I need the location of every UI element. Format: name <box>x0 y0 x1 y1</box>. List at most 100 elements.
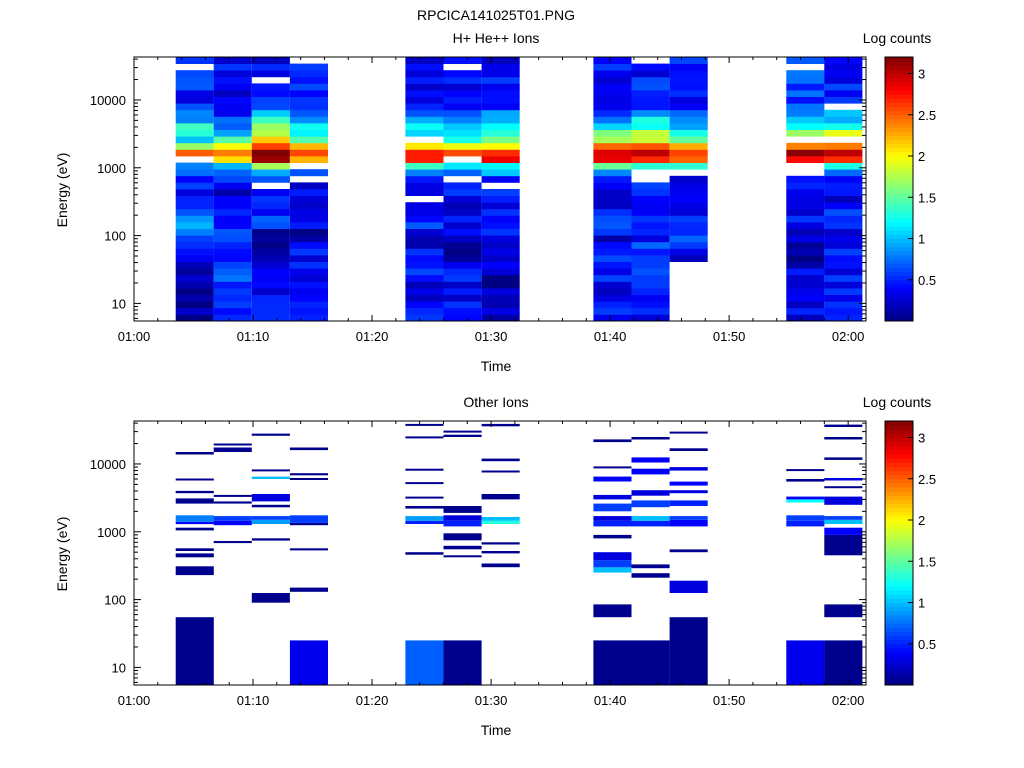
heatmap-cell <box>251 281 290 289</box>
heatmap-cell <box>786 96 825 104</box>
heatmap-cell <box>593 76 632 84</box>
x-tick-label: 02:00 <box>832 693 865 708</box>
heatmap-cell <box>631 63 670 71</box>
heatmap-cell <box>213 156 252 163</box>
heatmap-cell <box>786 241 825 249</box>
heatmap-cell <box>593 241 632 249</box>
heatmap-cell <box>669 162 708 170</box>
colorbar-tick-label: 2.5 <box>918 108 936 123</box>
heatmap-cell <box>824 301 863 309</box>
colorbar-label: Log counts <box>863 394 932 410</box>
colorbar-segment <box>885 242 913 248</box>
heatmap-cell <box>824 96 863 104</box>
heatmap-cell <box>251 175 290 183</box>
heatmap-cell <box>405 552 444 555</box>
heatmap-cell <box>213 274 252 282</box>
colorbar-segment <box>885 499 913 505</box>
heatmap-cell <box>175 490 214 494</box>
x-tick-label: 02:00 <box>832 329 865 344</box>
heatmap-cell <box>443 76 482 84</box>
heatmap-cell <box>251 189 290 196</box>
colorbar-segment <box>885 234 913 240</box>
heatmap-cell <box>824 215 863 223</box>
heatmap-cell <box>443 307 482 315</box>
heatmap-cell <box>593 169 632 177</box>
heatmap-cell <box>824 288 863 295</box>
heatmap-cell <box>251 274 290 282</box>
colorbar-segment <box>885 441 913 447</box>
heatmap-cell <box>669 481 708 486</box>
heatmap-cell <box>631 70 670 78</box>
heatmap-cell <box>824 57 863 64</box>
heatmap-cell <box>481 175 520 183</box>
colorbar-segment <box>885 172 913 178</box>
heatmap-cell <box>405 496 444 499</box>
heatmap-cell <box>824 208 863 216</box>
heatmap-cell <box>175 261 214 269</box>
heatmap-cell <box>824 241 863 249</box>
colorbar-segment <box>885 581 913 587</box>
y-axis-label: Energy (eV) <box>54 153 70 228</box>
heatmap-cell <box>405 255 444 262</box>
panel-other-ions: Other Ions Log counts Energy (eV) Time 0… <box>54 394 936 738</box>
colorbar-segment <box>885 147 913 153</box>
heatmap-cell <box>786 109 825 117</box>
colorbar-segment <box>885 680 913 686</box>
heatmap-cell <box>175 195 214 203</box>
heatmap-cell <box>289 123 328 130</box>
heatmap-cell <box>481 301 520 309</box>
heatmap-cell <box>289 248 328 256</box>
heatmap-cell <box>786 208 825 216</box>
colorbar-segment <box>885 639 913 645</box>
heatmap-cell <box>824 248 863 256</box>
heatmap-cell <box>251 519 290 524</box>
heatmap-cell <box>824 76 863 84</box>
colorbar-segment <box>885 627 913 632</box>
colorbar-segment <box>885 478 913 484</box>
heatmap-cell <box>593 189 632 196</box>
heatmap-cell <box>443 189 482 196</box>
colorbar-segment <box>885 652 913 657</box>
colorbar-segment <box>885 482 913 488</box>
heatmap-cell <box>251 162 290 170</box>
heatmap-cell <box>175 248 214 256</box>
heatmap-cell <box>213 255 252 262</box>
heatmap-cell <box>289 70 328 78</box>
heatmap-cell <box>443 314 482 322</box>
heatmap-cell <box>289 314 328 322</box>
heatmap-cell <box>786 228 825 236</box>
heatmap-cell <box>669 156 708 163</box>
colorbar-segment <box>885 193 913 198</box>
heatmap-cell <box>593 281 632 289</box>
colorbar-segment <box>885 123 913 128</box>
heatmap-cell <box>405 314 444 322</box>
heatmap-cell <box>289 447 328 451</box>
heatmap-cell <box>289 587 328 592</box>
heatmap-cell <box>631 314 670 322</box>
heatmap-cell <box>824 519 863 524</box>
heatmap-cell <box>824 149 863 157</box>
heatmap-cell <box>405 281 444 289</box>
heatmap-cell <box>481 274 520 282</box>
heatmap-cell <box>481 162 520 170</box>
heatmap-cell <box>631 142 670 150</box>
heatmap-cell <box>405 423 444 426</box>
x-axis-label: Time <box>481 358 512 374</box>
heatmap-cell <box>251 314 290 322</box>
heatmap-cell <box>405 182 444 190</box>
colorbar-segment <box>885 672 913 678</box>
heatmap-cell <box>175 215 214 223</box>
heatmap-cell <box>669 490 708 494</box>
heatmap-cell <box>824 640 863 685</box>
colorbar-segment <box>885 598 913 604</box>
heatmap-cell <box>175 527 214 531</box>
x-tick-label: 01:00 <box>118 329 151 344</box>
heatmap-cell <box>593 268 632 276</box>
colorbar-segment <box>885 197 913 202</box>
x-tick-label: 01:20 <box>356 329 389 344</box>
heatmap-cell <box>824 202 863 210</box>
heatmap-cell <box>213 494 252 497</box>
heatmap-cell <box>251 593 290 603</box>
heatmap-cell <box>824 116 863 124</box>
colorbar-segment <box>885 81 913 87</box>
